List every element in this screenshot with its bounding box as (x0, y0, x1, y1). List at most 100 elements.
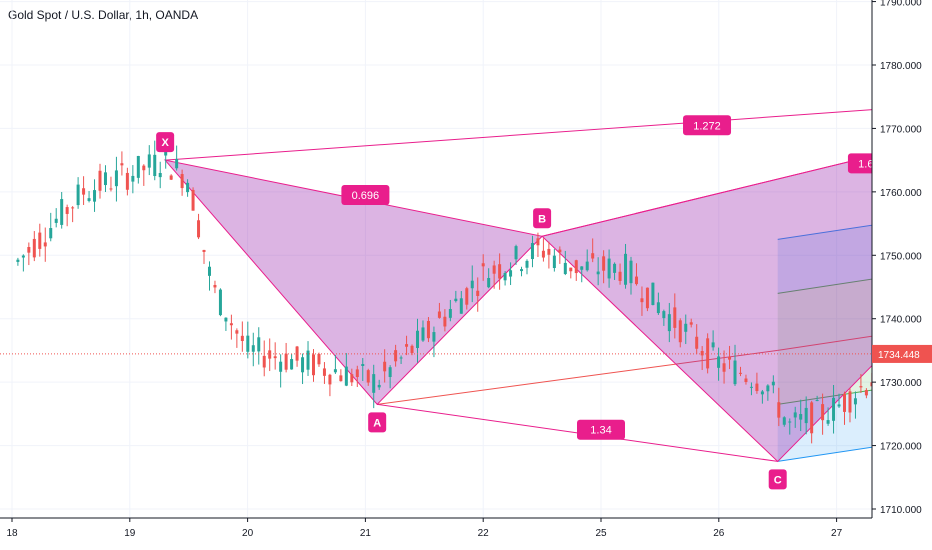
candle-body (596, 271, 600, 275)
candle-body (509, 270, 513, 277)
candle-body (842, 393, 846, 412)
candle-body (607, 258, 611, 279)
candle-body (43, 242, 47, 247)
candle-body (711, 342, 715, 348)
candle-body (684, 323, 688, 332)
last-price-tag: 1734.448 (878, 350, 920, 361)
candle-body (629, 260, 633, 284)
candle-body (733, 360, 737, 385)
candle-body (437, 311, 441, 318)
x-tick-label: 25 (595, 528, 607, 539)
candle-body (624, 253, 628, 285)
candle-body (361, 364, 365, 366)
candle-body (580, 266, 584, 270)
candle-body (366, 370, 370, 383)
candle-body (120, 163, 124, 166)
y-tick-label: 1720.000 (880, 442, 922, 453)
candle-body (492, 265, 496, 274)
candle-body (180, 174, 184, 189)
candle-body (476, 290, 480, 296)
candle-body (328, 374, 332, 385)
candle-body (410, 345, 414, 353)
candle-body (651, 282, 655, 306)
candle-body (142, 165, 146, 171)
y-tick-label: 1790.000 (880, 0, 922, 9)
candle-body (700, 350, 704, 356)
pitchfork-line (777, 326, 932, 351)
pitchfork-line (777, 380, 932, 405)
candle-body (27, 247, 31, 253)
candle-body (197, 220, 201, 238)
candle-body (618, 271, 622, 281)
candle-body (344, 366, 348, 386)
candle-body (421, 327, 425, 341)
candle-body (268, 350, 272, 359)
candle-body (191, 189, 195, 211)
candle-body (541, 250, 545, 258)
candle-body (689, 322, 693, 325)
candle-body (218, 289, 222, 316)
x-tick-label: 22 (478, 528, 490, 539)
candle-body (65, 207, 69, 214)
candle-body (613, 263, 617, 273)
candle-body (301, 357, 305, 373)
candle-body (49, 228, 53, 239)
candle-body (76, 184, 80, 206)
candle-body (432, 332, 436, 342)
candle-body (377, 384, 381, 388)
candle-body (645, 287, 649, 309)
candle-body (131, 175, 135, 182)
candle-body (804, 407, 808, 424)
point-label-bg (768, 469, 787, 490)
candle-body (744, 378, 748, 382)
xd-leg (165, 104, 932, 161)
candle-body (859, 386, 863, 388)
candle-body (498, 264, 502, 279)
candle-body (465, 288, 469, 305)
candle-body (569, 267, 573, 272)
candle-body (147, 154, 151, 168)
xabcd-pattern (163, 104, 932, 463)
candle-body (667, 314, 671, 332)
candle-body (717, 356, 721, 368)
y-tick-label: 1740.000 (880, 315, 922, 326)
candle-body (333, 369, 337, 373)
candle-body (311, 354, 315, 376)
candle-body (257, 337, 261, 352)
candle-body (558, 249, 562, 253)
candle-body (706, 338, 710, 369)
candle-body (372, 374, 376, 393)
ratio-label-bg (577, 419, 625, 440)
candle-body (322, 368, 326, 376)
candle-body (284, 353, 288, 370)
candle-body (240, 335, 244, 342)
candle-body (306, 350, 310, 370)
chart-title: Gold Spot / U.S. Dollar, 1h, OANDA (8, 8, 199, 22)
candle-body (87, 198, 91, 201)
candle-body (164, 148, 168, 156)
y-tick-label: 1780.000 (880, 61, 922, 72)
ratio-label: 0.696 (352, 190, 380, 202)
candle-body (448, 308, 452, 318)
candle-body (459, 298, 463, 314)
candle-body (82, 188, 86, 195)
y-tick-label: 1760.000 (880, 188, 922, 199)
candle-body (169, 175, 173, 180)
price-axis-bg (872, 0, 932, 550)
candle-body (355, 369, 359, 378)
candle-body (678, 320, 682, 343)
ratio-label: 1.272 (693, 120, 721, 132)
candle-body (416, 330, 420, 349)
candle-body (662, 311, 666, 319)
y-tick-label: 1730.000 (880, 378, 922, 389)
candle-body (848, 391, 852, 413)
candle-body (547, 248, 551, 255)
y-tick-label: 1710.000 (880, 505, 922, 516)
x-tick-label: 27 (831, 528, 843, 539)
candle-body (755, 383, 759, 392)
candle-body (514, 246, 518, 260)
candle-body (481, 263, 485, 267)
candle-body (32, 238, 36, 258)
y-tick-label: 1770.000 (880, 124, 922, 135)
